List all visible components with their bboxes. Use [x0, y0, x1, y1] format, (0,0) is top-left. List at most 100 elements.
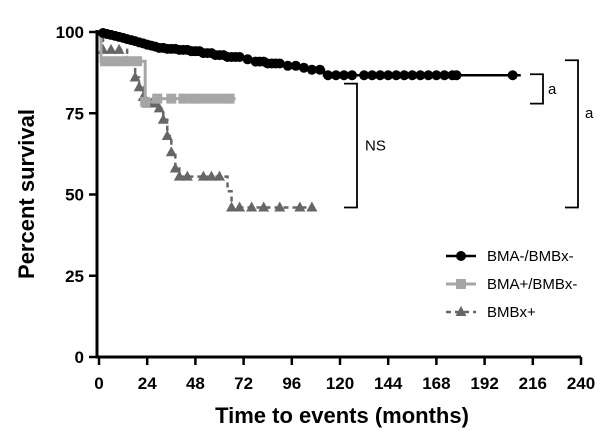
circle-series-point	[306, 64, 317, 75]
triangle-series-point	[274, 201, 286, 212]
x-axis-title: Time to events (months)	[215, 403, 469, 428]
circle-series-point	[298, 62, 309, 73]
triangle-series-point	[258, 201, 270, 212]
circle-series-point	[314, 64, 325, 75]
significance-bracket: a	[565, 59, 594, 209]
significance-bracket: a	[530, 73, 557, 105]
x-tick-label: 0	[94, 374, 103, 393]
x-tick-label: 120	[326, 374, 354, 393]
legend-swatch-marker	[456, 251, 466, 261]
circle-series	[98, 27, 521, 81]
triangle-series-point	[173, 170, 185, 181]
triangle-series-point	[234, 201, 246, 212]
square-series-point	[196, 93, 207, 104]
square-series-line	[99, 30, 236, 104]
triangle-series-point	[246, 201, 258, 212]
circle-series-point	[451, 70, 462, 81]
legend-entry: BMA+/BMBx-	[446, 276, 577, 293]
circle-series-point	[339, 70, 350, 81]
significance-label: a	[585, 105, 594, 122]
square-series-point	[124, 56, 135, 67]
triangle-series-point	[153, 102, 165, 113]
triangle-series-line	[99, 30, 312, 209]
legend: BMA-/BMBx- BMA+/BMBx- BMBx+	[446, 248, 577, 321]
circle-series-point	[282, 60, 293, 71]
circle-series-point	[431, 70, 442, 81]
square-series-point	[132, 56, 143, 67]
y-tick-label: 75	[65, 104, 84, 123]
triangle-series-point	[105, 43, 117, 54]
square-series-point	[206, 93, 217, 104]
triangle-series-point	[181, 170, 193, 181]
x-tick-label: 192	[470, 374, 498, 393]
triangle-series-point	[226, 201, 238, 212]
legend-swatch-marker	[455, 306, 467, 316]
circle-series-point	[367, 70, 378, 81]
significance-bracket: NS	[344, 82, 386, 209]
significance-label: NS	[365, 138, 386, 155]
circle-series-point	[407, 70, 418, 81]
triangle-series-point	[306, 201, 318, 212]
x-tick-label: 72	[234, 374, 253, 393]
x-tick-label: 240	[567, 374, 595, 393]
annotation-layer: a NS a	[344, 59, 594, 209]
circle-series-point	[507, 70, 518, 81]
bracket-line	[344, 82, 358, 209]
triangle-series-point	[169, 162, 181, 173]
triangle-series-point	[197, 170, 209, 181]
circle-series-point	[347, 70, 358, 81]
square-series	[99, 30, 236, 107]
square-series-point	[178, 93, 189, 104]
circle-series-point	[399, 70, 410, 81]
series-layer	[97, 27, 521, 212]
circle-series-point	[330, 70, 341, 81]
legend-label: BMA-/BMBx-	[487, 248, 574, 265]
circle-series-point	[375, 70, 386, 81]
square-series-point	[152, 93, 163, 104]
x-tick-label: 168	[422, 374, 450, 393]
square-series-point	[108, 56, 119, 67]
circle-series-point	[322, 70, 333, 81]
bracket-line	[565, 59, 579, 209]
y-tick-label: 100	[56, 23, 84, 42]
triangle-series-point	[113, 43, 125, 54]
square-series-point	[116, 56, 127, 67]
circle-series-point	[242, 54, 253, 65]
triangle-series	[97, 30, 318, 212]
triangle-series-point	[133, 81, 145, 92]
legend-label: BMBx+	[487, 304, 536, 321]
legend-entry: BMBx+	[446, 304, 536, 321]
circle-series-point	[274, 58, 285, 69]
circle-series-point	[439, 70, 450, 81]
circle-series-point	[383, 70, 394, 81]
square-series-point	[216, 93, 227, 104]
y-tick-label: 0	[75, 348, 84, 367]
x-tick-label: 96	[282, 374, 301, 393]
x-tick-label: 144	[374, 374, 403, 393]
ticks-layer: 0 24 48 72 96 120 144 168 192 216 240 0 25 50 75 100	[56, 23, 596, 393]
circle-series-point	[423, 70, 434, 81]
triangle-series-point	[161, 130, 173, 140]
x-tick-label: 216	[519, 374, 547, 393]
legend-swatch-marker	[456, 279, 466, 289]
square-series-point	[188, 93, 199, 104]
triangle-series-point	[205, 170, 217, 181]
triangle-series-point	[157, 113, 169, 124]
y-tick-label: 25	[65, 267, 84, 286]
triangle-series-point	[294, 201, 306, 212]
circle-series-point	[415, 70, 426, 81]
legend-entry: BMA-/BMBx-	[446, 248, 574, 265]
y-axis-title: Percent survival	[14, 109, 39, 279]
y-tick-label: 50	[65, 186, 84, 205]
circle-series-point	[234, 52, 245, 63]
x-tick-label: 48	[186, 374, 205, 393]
significance-label: a	[548, 81, 557, 98]
square-series-point	[224, 93, 235, 104]
triangle-series-point	[129, 71, 141, 82]
square-series-point	[166, 93, 177, 104]
square-series-point	[100, 56, 111, 67]
x-tick-label: 24	[138, 374, 157, 393]
circle-series-point	[290, 60, 301, 71]
circle-series-point	[391, 70, 402, 81]
